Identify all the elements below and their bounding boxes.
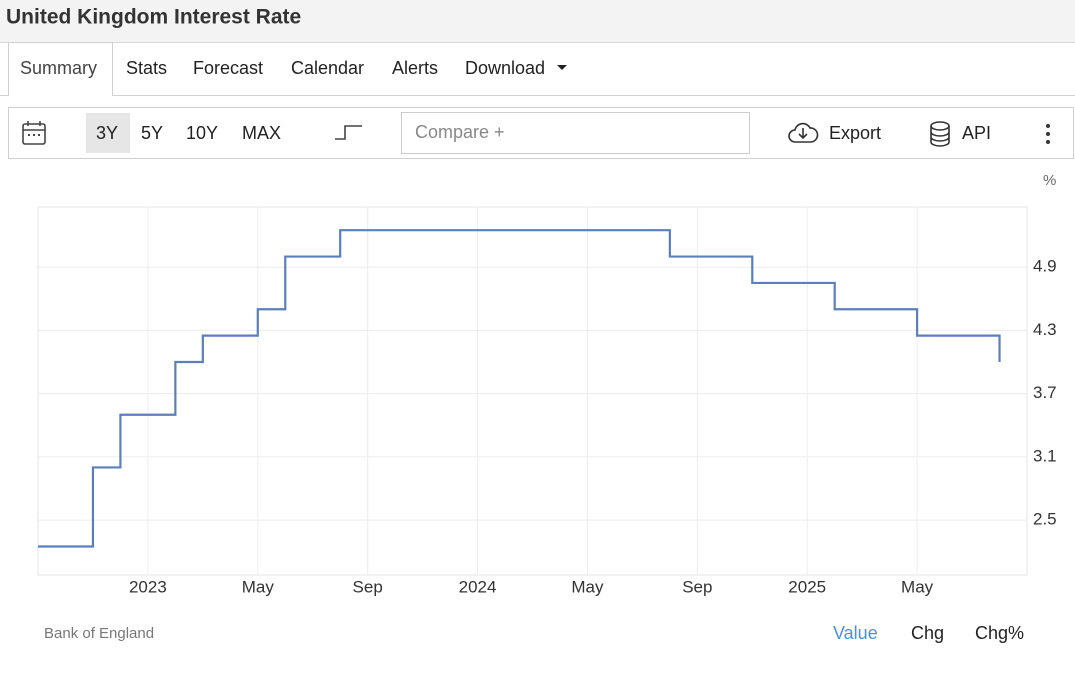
more-menu[interactable] — [1046, 124, 1050, 144]
range-button[interactable]: 10Y — [186, 123, 218, 143]
y-tick-label: 4.9 — [1033, 257, 1057, 276]
x-tick-label: May — [571, 577, 604, 596]
range-button[interactable]: MAX — [242, 123, 281, 143]
compare-input[interactable] — [401, 112, 750, 154]
view-tab[interactable]: Chg — [911, 623, 944, 643]
y-tick-label: 3.1 — [1033, 446, 1057, 465]
tab[interactable]: Download — [465, 58, 545, 78]
source-label: Bank of England — [44, 625, 154, 642]
chart-type-icon[interactable] — [335, 125, 362, 140]
x-tick-label: May — [242, 577, 275, 596]
range-button[interactable]: 5Y — [141, 123, 163, 143]
plot-frame — [37, 206, 1028, 576]
rate-line — [38, 229, 1001, 548]
export-icon[interactable] — [788, 122, 819, 143]
x-tick-label: May — [901, 577, 934, 596]
page-title: United Kingdom Interest Rate — [6, 6, 301, 29]
x-tick-label: Sep — [353, 577, 383, 596]
title-bar — [0, 0, 1075, 42]
api-button[interactable]: API — [962, 123, 991, 143]
tab[interactable]: Forecast — [193, 58, 263, 78]
y-tick-label: 3.7 — [1033, 383, 1057, 402]
x-tick-label: 2025 — [788, 577, 826, 596]
x-tick-label: 2023 — [129, 577, 167, 596]
tab[interactable]: Alerts — [392, 58, 438, 78]
plot: 2.5 3.1 3.7 4.3 4.9 2023 May Sep 2024 May Sep 2025 M… — [37, 206, 1057, 596]
y-tick-label: 4.3 — [1033, 320, 1057, 339]
export-button[interactable]: Export — [829, 123, 881, 143]
active-tab-cover — [9, 90, 112, 98]
tab[interactable]: Calendar — [291, 58, 364, 78]
range-button[interactable]: 3Y — [96, 123, 118, 143]
tab[interactable]: Summary — [20, 58, 97, 78]
range-selected — [86, 113, 130, 153]
dropdown-caret — [557, 65, 567, 70]
calendar-icon[interactable] — [22, 121, 46, 145]
x-tick-label: 2024 — [459, 577, 497, 596]
view-tab[interactable]: Chg% — [975, 623, 1024, 643]
active-tab-frame — [8, 42, 113, 96]
unit-label: % — [1043, 172, 1056, 189]
x-tick-label: Sep — [682, 577, 712, 596]
y-tick-label: 2.5 — [1033, 510, 1057, 529]
api-icon[interactable] — [930, 121, 950, 147]
compare-placeholder: Compare + — [415, 122, 505, 142]
view-tab[interactable]: Value — [833, 623, 878, 643]
tab[interactable]: Stats — [126, 58, 167, 78]
